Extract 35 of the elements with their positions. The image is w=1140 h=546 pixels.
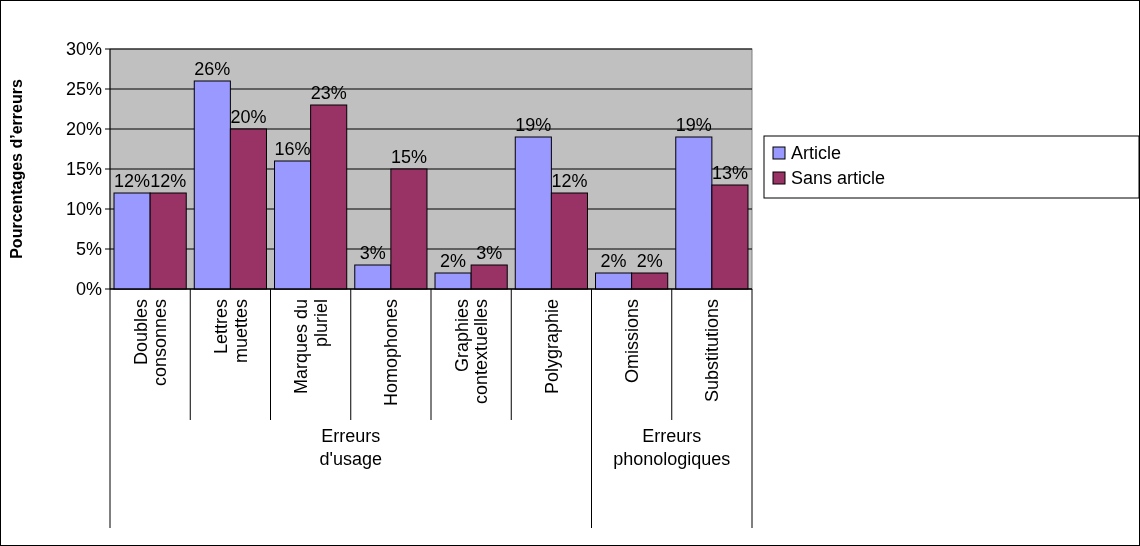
text: 20% (230, 107, 267, 127)
text: 19% (515, 115, 552, 135)
y-axis-title: Pourcentages d’erreurs (8, 79, 25, 259)
text: 3% (476, 243, 503, 263)
y-tick-label: 15% (65, 159, 102, 180)
text: 2% (636, 251, 663, 271)
text: 2% (600, 251, 627, 271)
x-tick-label: Polygraphie (541, 299, 562, 395)
legend-label: Article (791, 143, 842, 164)
y-tick-label: 5% (75, 239, 102, 260)
x-tick-label: Graphies contextuelles (451, 299, 492, 405)
text: 15% (390, 147, 427, 167)
y-tick-label: 0% (75, 279, 102, 300)
text: 12% (551, 171, 588, 191)
legend-label: Sans article (791, 168, 886, 189)
text: 16% (274, 139, 311, 159)
y-tick-label: 20% (65, 119, 102, 140)
text: Erreurs phonologiques (613, 426, 731, 470)
x-tick-label: Doubles consonnes (130, 299, 171, 387)
y-tick-label: 10% (65, 199, 102, 220)
text: 26% (194, 59, 231, 79)
text: 23% (310, 83, 347, 103)
text: 2% (440, 251, 467, 271)
x-tick-label: Homophones (381, 299, 402, 407)
text: Erreurs d'usage (319, 426, 382, 470)
y-tick-label: 30% (65, 39, 102, 60)
text: 19% (675, 115, 712, 135)
x-tick-label: Omissions (621, 299, 642, 384)
text: 12% (150, 171, 187, 191)
text: 12% (114, 171, 151, 191)
x-tick-label: Marques du pluriel (291, 299, 331, 395)
text: 13% (711, 163, 748, 183)
y-tick-label: 25% (65, 79, 102, 100)
text: 3% (359, 243, 386, 263)
x-tick-label: Substitutions (702, 299, 723, 403)
